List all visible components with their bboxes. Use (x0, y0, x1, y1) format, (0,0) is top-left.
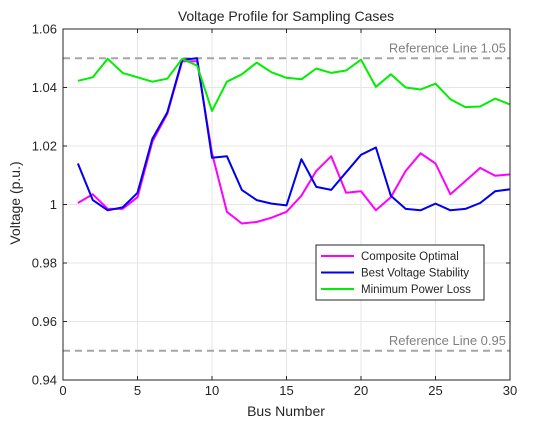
x-tick-label: 30 (503, 383, 517, 398)
chart-title: Voltage Profile for Sampling Cases (178, 8, 394, 24)
x-tick-label: 5 (134, 383, 141, 398)
x-tick-label: 25 (428, 383, 442, 398)
x-tick-label: 0 (59, 383, 66, 398)
y-tick-label: 1.06 (32, 22, 57, 37)
x-tick-label: 15 (279, 383, 293, 398)
legend-label: Best Voltage Stability (361, 268, 469, 280)
reference-lines: Reference Line 1.05 Reference Line 0.95 (63, 40, 510, 352)
series-line-best-voltage-stability (76, 57, 511, 212)
series-line-composite-optimal (77, 60, 511, 225)
y-tick-label: 0.96 (32, 314, 57, 329)
x-tick-label: 10 (205, 383, 219, 398)
data-series (76, 57, 511, 225)
y-tick-label: 0.94 (32, 373, 57, 388)
series-line-minimum-power-loss (77, 57, 511, 112)
reference-line-label: Reference Line 1.05 (389, 40, 506, 55)
y-axis-title: Voltage (p.u.) (7, 161, 23, 244)
y-tick-label: 1 (50, 197, 57, 212)
x-axis-title: Bus Number (247, 403, 325, 419)
y-tick-label: 0.98 (32, 256, 57, 271)
y-tick-label: 1.02 (32, 139, 57, 154)
axis-ticks: 0 5 10 15 20 25 30 0.94 0.96 0.98 1 1.02 1.04 1.06 (32, 22, 518, 399)
legend-label: Composite Optimal (361, 251, 459, 263)
y-tick-label: 1.04 (32, 80, 57, 95)
reference-line-label: Reference Line 0.95 (389, 333, 506, 348)
x-tick-label: 20 (354, 383, 368, 398)
legend: Composite Optimal Best Voltage Stability M… (315, 244, 485, 301)
legend-label: Minimum Power Loss (361, 284, 471, 296)
